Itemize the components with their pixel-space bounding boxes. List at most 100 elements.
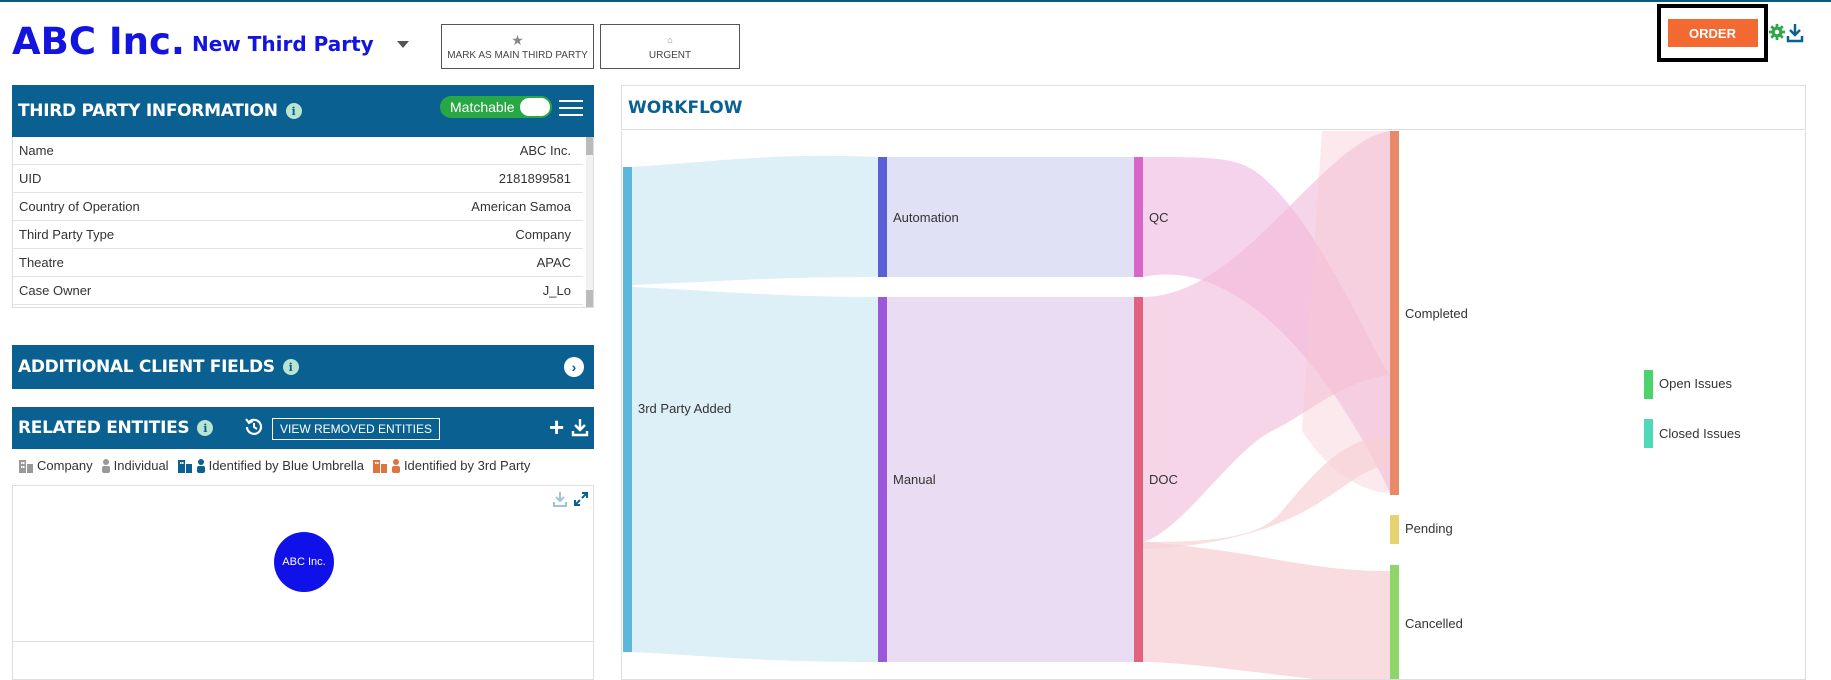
menu-icon[interactable]	[559, 100, 583, 118]
sankey-label-cancelled: Cancelled	[1405, 616, 1463, 631]
table-row: Name ABC Inc.	[13, 137, 583, 165]
sankey-label-added: 3rd Party Added	[638, 401, 731, 416]
sankey-node-completed[interactable]	[1390, 131, 1399, 495]
sankey-node-automation[interactable]	[878, 157, 887, 277]
row-value: APAC	[536, 255, 571, 270]
scrollbar-thumb-bottom[interactable]	[586, 290, 593, 307]
row-label: Third Party Type	[19, 227, 115, 242]
table-row: Case Owner J_Lo	[13, 277, 583, 305]
related-entities-header: RELATED ENTITIES i VIEW REMOVED ENTITIES…	[12, 407, 594, 449]
scrollbar-thumb[interactable]	[586, 137, 593, 155]
additional-client-fields-header[interactable]: ADDITIONAL CLIENT FIELDS i ›	[12, 345, 594, 389]
row-value: J_Lo	[542, 283, 571, 298]
download-icon[interactable]	[1786, 23, 1804, 43]
person-icon	[101, 458, 110, 473]
sankey-node-doc[interactable]	[1134, 297, 1143, 662]
mark-main-third-party-button[interactable]: ★ MARK AS MAIN THIRD PARTY	[441, 24, 594, 69]
entity-node[interactable]: ABC Inc.	[274, 532, 334, 592]
sankey-link-manual-doc	[887, 297, 1134, 662]
building-icon	[19, 459, 33, 473]
sankey-label-pending: Pending	[1405, 521, 1453, 536]
sankey-label-doc: DOC	[1149, 472, 1178, 487]
view-removed-entities-button[interactable]: VIEW REMOVED ENTITIES	[272, 418, 441, 440]
order-highlight: ORDER	[1657, 4, 1768, 62]
row-value: 2181899581	[498, 171, 571, 186]
building-icon	[177, 459, 192, 473]
gear-icon[interactable]	[1768, 23, 1786, 41]
sankey-node-closed-issues[interactable]	[1644, 419, 1653, 448]
sankey-link-doc-completed	[1143, 131, 1390, 542]
sankey-label-manual: Manual	[893, 472, 936, 487]
legend-3rd-party: Identified by 3rd Party	[372, 458, 530, 473]
mark-main-third-party-label: MARK AS MAIN THIRD PARTY	[447, 49, 588, 61]
caret-down-icon	[397, 41, 409, 48]
legend-company-label: Company	[37, 458, 93, 473]
page-title: ABC Inc.	[12, 20, 185, 63]
order-button[interactable]: ORDER	[1667, 19, 1758, 47]
sankey-label-automation: Automation	[893, 210, 959, 225]
toggle-knob	[520, 98, 550, 116]
star-icon: ★	[511, 31, 524, 48]
download-icon[interactable]	[571, 417, 589, 437]
legend-individual: Individual	[101, 458, 169, 473]
sankey-node-added[interactable]	[623, 167, 632, 652]
sankey-label-closed-issues: Closed Issues	[1659, 426, 1741, 441]
plus-icon[interactable]: +	[549, 412, 565, 442]
person-icon	[196, 458, 205, 473]
table-row: Theatre APAC	[13, 249, 583, 277]
third-party-select-value: New Third Party	[192, 32, 374, 56]
bell-icon: ⌂	[667, 34, 673, 45]
sankey-node-manual[interactable]	[878, 297, 887, 662]
sankey-label-open-issues: Open Issues	[1659, 376, 1732, 391]
legend-individual-label: Individual	[113, 458, 169, 473]
third-party-info-title: THIRD PARTY INFORMATION	[18, 101, 278, 121]
third-party-select[interactable]: New Third Party	[192, 29, 417, 59]
additional-client-fields-title: ADDITIONAL CLIENT FIELDS	[18, 357, 275, 377]
sankey-node-pending[interactable]	[1390, 515, 1399, 544]
sankey-link-added-manual	[632, 287, 878, 662]
row-value: ABC Inc.	[519, 143, 571, 158]
third-party-info-header: THIRD PARTY INFORMATION i Matchable	[12, 85, 594, 137]
expand-icon[interactable]	[573, 491, 589, 507]
sankey-node-cancelled[interactable]	[1390, 565, 1399, 680]
sankey-node-open-issues[interactable]	[1644, 370, 1653, 399]
top-border	[0, 0, 1831, 2]
legend-company: Company	[18, 458, 93, 473]
divider	[13, 641, 593, 642]
table-row: Third Party Type Company	[13, 221, 583, 249]
sankey-link-doc-pending	[1143, 436, 1390, 549]
sankey-label-completed: Completed	[1405, 306, 1468, 321]
urgent-button[interactable]: ⌂ URGENT	[600, 24, 740, 69]
history-icon[interactable]	[243, 416, 265, 438]
matchable-label: Matchable	[450, 99, 515, 115]
legend-blue-umbrella: Identified by Blue Umbrella	[177, 458, 364, 473]
row-label: Name	[19, 143, 54, 158]
third-party-info-table: Name ABC Inc. UID 2181899581 Country of …	[12, 137, 594, 308]
sankey-node-qc[interactable]	[1134, 157, 1143, 277]
legend-blue-umbrella-label: Identified by Blue Umbrella	[208, 458, 364, 473]
sankey-link-doc-cancelled	[1143, 542, 1390, 679]
row-value: American Samoa	[471, 199, 571, 214]
matchable-toggle[interactable]: Matchable	[440, 96, 552, 118]
chevron-right-icon[interactable]: ›	[564, 357, 584, 377]
download-icon[interactable]	[553, 491, 567, 507]
building-icon	[372, 459, 387, 473]
table-row: Country of Operation American Samoa	[13, 193, 583, 221]
workflow-header: WORKFLOW	[621, 85, 1806, 130]
row-label: UID	[19, 171, 42, 186]
row-value: Company	[515, 227, 571, 242]
table-row: UID 2181899581	[13, 165, 583, 193]
entity-graph[interactable]: ABC Inc.	[12, 485, 594, 680]
scrollbar[interactable]	[586, 137, 593, 307]
sankey-link-qc-completed	[1143, 157, 1390, 493]
info-icon[interactable]: i	[197, 420, 214, 436]
info-icon[interactable]: i	[282, 359, 299, 375]
info-icon[interactable]: i	[285, 103, 302, 119]
sankey-link-added-automation	[632, 155, 878, 285]
entity-legend: Company Individual Identified by Blue Um…	[18, 458, 538, 473]
workflow-title: WORKFLOW	[628, 97, 743, 118]
sankey-link-automation-qc	[887, 157, 1134, 277]
legend-3rd-party-label: Identified by 3rd Party	[403, 458, 531, 473]
related-entities-title: RELATED ENTITIES	[18, 418, 190, 438]
sankey-link-completed-extra	[1302, 131, 1390, 493]
